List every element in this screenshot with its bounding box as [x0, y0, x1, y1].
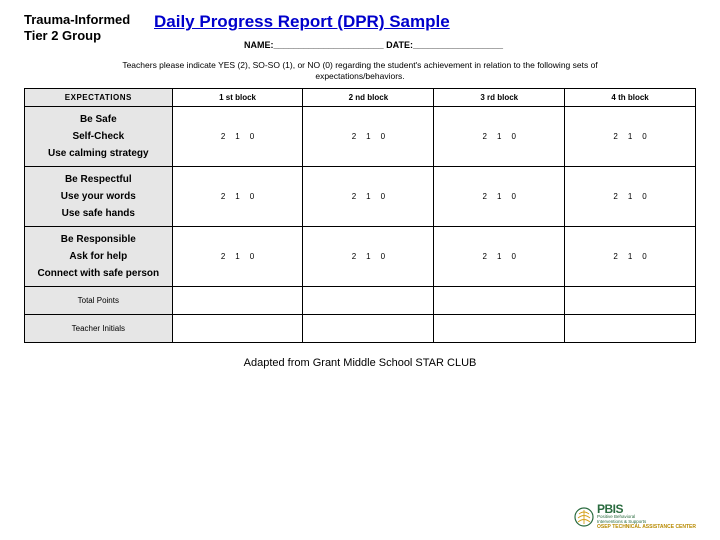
exp-beresponsible: Be Responsible Ask for help Connect with… — [25, 227, 173, 287]
total-cell — [303, 287, 434, 315]
corner-line2: Tier 2 Group — [24, 28, 101, 43]
header-expectations: EXPECTATIONS — [25, 89, 173, 107]
exp-berespectful: Be Respectful Use your words Use safe ha… — [25, 167, 173, 227]
exp-main: Be Respectful — [65, 174, 132, 185]
pbis-logo-text: PBIS Positive Behavioral Interventions &… — [597, 503, 696, 530]
row-teacherinitials: Teacher Initials — [25, 315, 696, 343]
corner-label: Trauma-Informed Tier 2 Group — [24, 12, 154, 43]
exp-sub1: Ask for help — [29, 250, 168, 263]
score-cell: 210 — [565, 227, 696, 287]
score-cell: 210 — [565, 167, 696, 227]
footer-credit: Adapted from Grant Middle School STAR CL… — [24, 357, 696, 369]
header-block4: 4 th block — [565, 89, 696, 107]
initials-cell — [434, 315, 565, 343]
pbis-logo-icon — [574, 507, 594, 527]
header-block1: 1 st block — [172, 89, 303, 107]
teacher-initials-label: Teacher Initials — [25, 315, 173, 343]
exp-besafe: Be Safe Self-Check Use calming strategy — [25, 107, 173, 167]
row-besafe: Be Safe Self-Check Use calming strategy … — [25, 107, 696, 167]
logo-tag: OSEP TECHNICAL ASSISTANCE CENTER — [597, 525, 696, 530]
score-cell: 210 — [303, 107, 434, 167]
exp-sub1: Use your words — [29, 190, 168, 203]
score-cell: 210 — [434, 107, 565, 167]
score-cell: 210 — [172, 107, 303, 167]
total-cell — [434, 287, 565, 315]
score-cell: 210 — [565, 107, 696, 167]
dpr-table: EXPECTATIONS 1 st block 2 nd block 3 rd … — [24, 88, 696, 343]
header-block3: 3 rd block — [434, 89, 565, 107]
exp-main: Be Safe — [80, 114, 117, 125]
exp-main: Be Responsible — [61, 234, 136, 245]
total-points-label: Total Points — [25, 287, 173, 315]
header-row: Trauma-Informed Tier 2 Group Daily Progr… — [24, 12, 696, 50]
score-cell: 210 — [303, 167, 434, 227]
header-block2: 2 nd block — [303, 89, 434, 107]
score-cell: 210 — [303, 227, 434, 287]
exp-sub2: Use calming strategy — [29, 147, 168, 160]
title-area: Daily Progress Report (DPR) Sample NAME:… — [154, 12, 696, 50]
total-cell — [172, 287, 303, 315]
header-row: EXPECTATIONS 1 st block 2 nd block 3 rd … — [25, 89, 696, 107]
exp-sub1: Self-Check — [29, 130, 168, 143]
pbis-logo: PBIS Positive Behavioral Interventions &… — [574, 503, 696, 530]
exp-sub2: Connect with safe person — [29, 267, 168, 280]
score-cell: 210 — [172, 227, 303, 287]
score-cell: 210 — [172, 167, 303, 227]
corner-line1: Trauma-Informed — [24, 12, 130, 27]
score-cell: 210 — [434, 167, 565, 227]
initials-cell — [172, 315, 303, 343]
page-title: Daily Progress Report (DPR) Sample — [154, 12, 696, 32]
initials-cell — [565, 315, 696, 343]
initials-cell — [303, 315, 434, 343]
name-date-line: NAME:______________________ DATE:_______… — [244, 40, 696, 50]
row-berespectful: Be Respectful Use your words Use safe ha… — [25, 167, 696, 227]
instructions: Teachers please indicate YES (2), SO-SO … — [91, 60, 629, 82]
exp-sub2: Use safe hands — [29, 207, 168, 220]
row-totalpoints: Total Points — [25, 287, 696, 315]
row-beresponsible: Be Responsible Ask for help Connect with… — [25, 227, 696, 287]
score-cell: 210 — [434, 227, 565, 287]
total-cell — [565, 287, 696, 315]
